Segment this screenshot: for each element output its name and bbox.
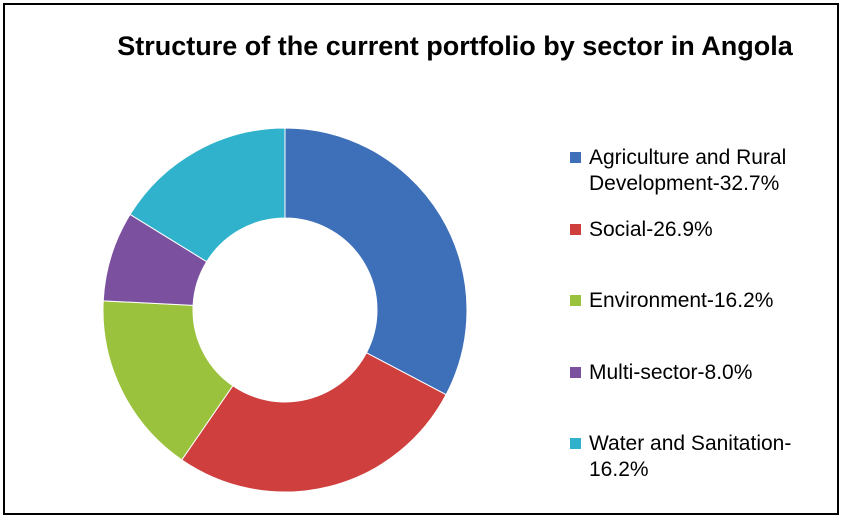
plot	[102, 127, 468, 493]
legend-swatch	[570, 223, 581, 235]
donut-slice	[284, 127, 468, 396]
donut-slice	[129, 127, 286, 263]
donut-slice	[181, 352, 447, 493]
legend-label: Water and Sanitation-16.2%	[589, 432, 792, 481]
legend-label: Social-26.9%	[589, 217, 713, 241]
legend-item: Agriculture and Rural Development-32.7%	[570, 145, 835, 197]
legend-label: Environment-16.2%	[589, 289, 774, 312]
legend-label: Multi-sector-8.0%	[589, 360, 753, 384]
legend-label: Agriculture and Rural Development-32.7%	[589, 146, 787, 195]
donut-slice	[102, 300, 234, 461]
chart-title: Structure of the current portfolio by se…	[117, 31, 793, 61]
legend-swatch	[570, 152, 581, 163]
legend-swatch	[570, 366, 581, 378]
legend-swatch	[570, 295, 581, 306]
legend-item: Social-26.9%	[570, 217, 835, 243]
chart: Structure of the current portfolio by se…	[3, 3, 839, 515]
legend-item: Water and Sanitation-16.2%	[570, 431, 835, 483]
legend-swatch	[570, 438, 581, 449]
legend-item: Multi-sector-8.0%	[570, 360, 835, 386]
legend-item: Environment-16.2%	[570, 288, 835, 314]
